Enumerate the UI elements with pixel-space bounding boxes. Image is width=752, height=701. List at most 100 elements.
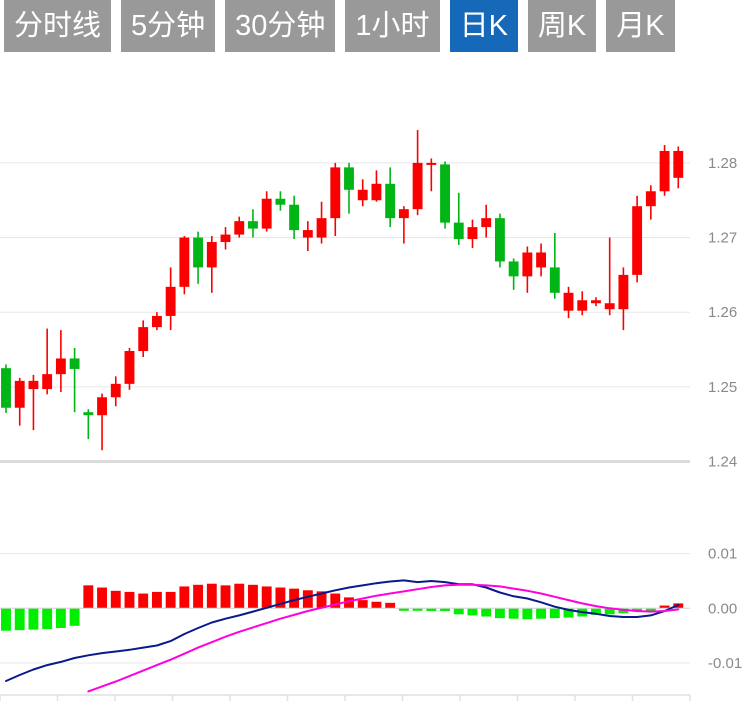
candlestick [632,195,643,283]
candlestick [563,286,574,319]
candlestick [673,146,684,189]
candlestick [193,231,204,284]
macd-histogram-bar [28,608,39,630]
macd-histogram-bar [522,608,533,620]
candlestick [151,312,162,331]
macd-histogram-bar [632,608,643,612]
chart-area[interactable]: 1.281.271.261.251.240.010.00-0.01-0.01 [0,62,752,701]
macd-line-dea [87,583,680,693]
chart-canvas: 1.281.271.261.251.240.010.00-0.01-0.01 [0,130,742,701]
macd-histogram-bar [371,601,382,609]
macd-histogram-bar [316,591,327,609]
macd-histogram-bar [179,586,190,609]
candlestick [42,328,53,395]
macd-histogram-bar [426,608,437,612]
macd-histogram-bar [453,608,464,615]
timeframe-tab-6[interactable]: 月K [606,0,675,52]
macd-histogram-bar [206,583,217,609]
macd-histogram-bar [494,608,505,619]
timeframe-tab-3[interactable]: 1小时 [345,0,440,52]
candlestick [138,320,149,357]
macd-histogram-bar [604,608,615,615]
candlestick [124,348,135,390]
macd-histogram-bar [1,608,11,631]
candlestick [316,201,327,244]
macd-histogram-bar [412,608,423,611]
candlestick [385,167,396,228]
macd-histogram-bar [357,600,368,609]
timeframe-tab-0[interactable]: 分时线 [4,0,112,52]
candlestick [604,237,615,316]
macd-histogram-bar [645,608,656,611]
candlestick [330,162,341,237]
timeframe-toolbar: 分时线 5分钟 30分钟 1小时 日K 周K 月K [0,0,752,62]
price-axis-label: 1.25 [708,379,737,396]
candlestick [412,130,423,216]
timeframe-tab-1[interactable]: 5分钟 [121,0,216,52]
price-axis-label: 1.26 [708,304,737,321]
candlestick [206,236,217,293]
macd-histogram-bar [83,585,94,609]
timeframe-tab-4[interactable]: 日K [449,0,518,52]
macd-histogram-bar [69,608,80,626]
price-axis-label: 1.28 [708,155,737,172]
candlestick [371,170,382,202]
macd-histogram-bar [220,585,231,609]
candlestick [453,192,464,246]
macd-histogram-bar [440,608,450,612]
candlestick [426,158,437,192]
candlestick [440,161,450,229]
candlestick [248,209,258,238]
macd-histogram-bar [385,602,396,609]
macd-axis-label: 0.00 [708,600,737,617]
candlestick [69,348,80,413]
candlestick [467,219,478,249]
price-axis-label: 1.27 [708,230,737,247]
timeframe-tab-2[interactable]: 30分钟 [225,0,336,52]
candlestick [302,221,313,251]
candlestick [536,243,547,277]
macd-histogram-bar [97,587,107,609]
macd-histogram-bar [248,584,258,609]
macd-histogram-bar [42,608,53,630]
macd-histogram-bar [591,608,601,615]
macd-histogram-bar [330,593,341,609]
macd-histogram-bar [275,587,286,609]
macd-histogram-bar [165,591,176,609]
candlestick [14,377,25,426]
candlestick [357,179,368,207]
candlestick [220,227,231,250]
macd-histogram-bar [138,593,149,609]
macd-histogram-bar [193,584,204,609]
macd-histogram-bar [563,608,574,618]
candlestick [55,330,66,393]
macd-histogram-bar [110,590,121,609]
macd-histogram-bar [398,608,409,611]
timeframe-tab-5[interactable]: 周K [527,0,597,52]
macd-line-dif [5,579,680,682]
macd-histogram-bar [261,586,272,609]
candlestick [549,233,560,299]
candlestick [344,162,354,214]
macd-histogram-bar [536,608,547,619]
candlestick [289,195,300,240]
macd-axis-label: 0.01 [708,546,737,563]
candlestick [110,376,121,407]
macd-axis-label: -0.01 [708,655,742,672]
candlestick [618,267,629,331]
macd-histogram-bar [508,608,519,619]
macd-histogram-bar [14,608,25,631]
candlestick [1,364,11,413]
candlestick [398,206,409,244]
candlestick [522,246,533,293]
macd-histogram-bar [659,605,670,609]
macd-histogram-bar [302,590,313,609]
macd-histogram-bar [55,608,66,628]
macd-histogram-bar [289,588,300,609]
macd-histogram-bar [124,591,135,609]
macd-histogram-bar [481,608,492,617]
candlestick [234,216,245,238]
macd-histogram-bar [151,591,162,609]
candlestick [83,409,94,440]
candlestick [659,144,670,196]
